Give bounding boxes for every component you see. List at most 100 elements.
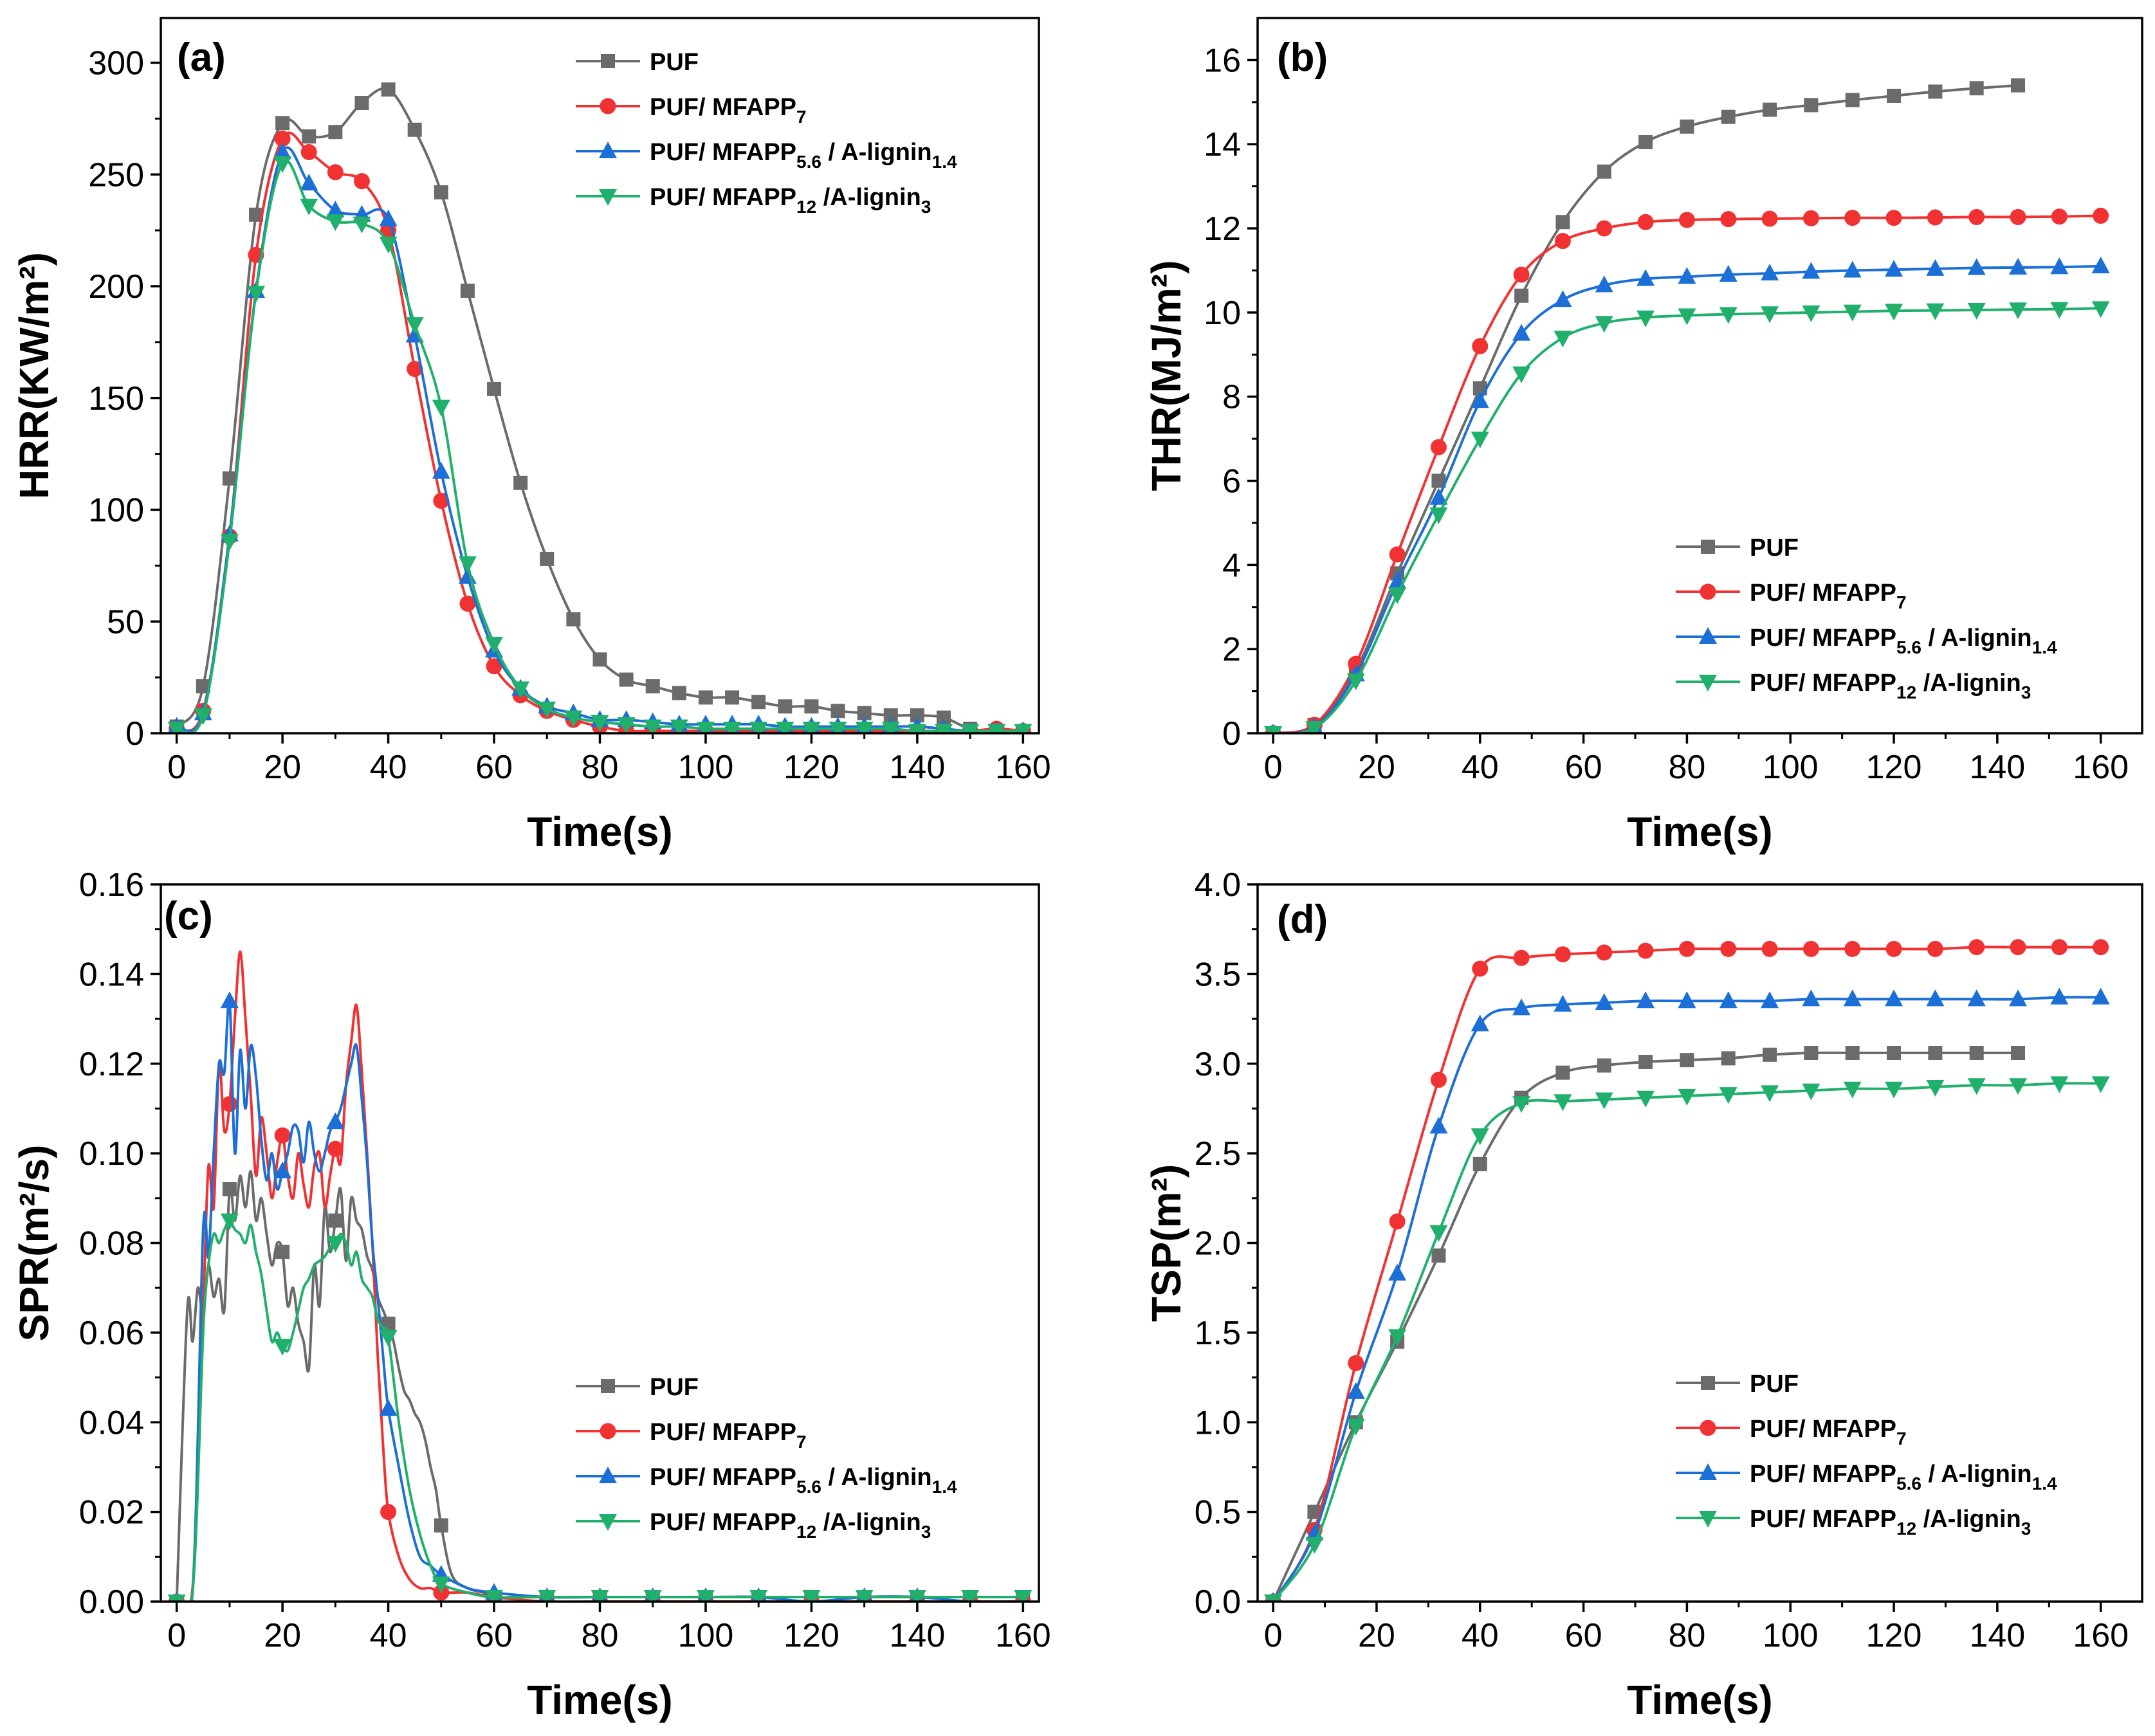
- legend-label-sub: 3: [921, 197, 931, 217]
- legend-label-mid: / A-lignin: [821, 139, 932, 166]
- series-line-lig14: [1272, 264, 2101, 733]
- y-tick-label: 250: [88, 156, 144, 194]
- legend-label: PUF: [1750, 1371, 1799, 1398]
- data-point: [1968, 939, 1985, 956]
- legend-label-sub: 5.6: [796, 152, 821, 172]
- legend-item-lig14: PUF/ MFAPP5.6 / A-lignin1.4: [1676, 1461, 2057, 1494]
- data-point: [1471, 391, 1489, 408]
- y-tick-label: 100: [88, 492, 144, 529]
- series-line-puf: [1272, 84, 2019, 733]
- data-point: [2009, 302, 2028, 320]
- x-tick-label: 0: [1264, 749, 1283, 786]
- data-point: [379, 209, 398, 226]
- data-point: [1843, 1081, 1862, 1099]
- data-point: [486, 658, 502, 675]
- data-point: [908, 1590, 926, 1602]
- data-point: [910, 708, 924, 723]
- data-point: [379, 236, 398, 253]
- data-point: [1595, 1092, 1613, 1110]
- plot-area: [167, 950, 1032, 1602]
- legend-item-puf: PUF: [1676, 535, 1799, 562]
- data-point: [591, 715, 609, 732]
- data-point: [1719, 991, 1738, 1009]
- legend-label-mid: / A-lignin: [1921, 625, 2032, 652]
- x-tick-label: 80: [1668, 1617, 1705, 1654]
- legend-label-mid: /A-lignin: [1916, 1506, 2021, 1533]
- x-tick-label: 160: [995, 1617, 1051, 1654]
- data-point: [1638, 134, 1653, 149]
- data-point: [1513, 266, 1530, 283]
- legend-label-main: PUF/ MFAPP: [1750, 1416, 1896, 1443]
- data-point: [487, 381, 502, 396]
- y-tick-label: 0: [1222, 715, 1241, 753]
- data-point: [407, 361, 423, 378]
- y-tick-label: 0.0: [1195, 1584, 1241, 1621]
- data-point: [1346, 1382, 1365, 1399]
- legend-label-main: PUF/ MFAPP: [650, 1464, 796, 1491]
- data-point: [749, 1590, 768, 1602]
- data-point: [696, 722, 715, 733]
- data-point: [1429, 507, 1448, 524]
- data-point: [1471, 1014, 1489, 1032]
- legend-label-main: PUF/ MFAPP: [650, 94, 796, 121]
- panel-d: 0 20 40 60 80 100 120 140 160 0.0 0.5 1.0 1.5 2.0 2.5 3…: [1143, 866, 2143, 1723]
- data-point: [326, 200, 345, 217]
- x-tick-label: 120: [1866, 749, 1922, 786]
- data-point: [936, 710, 951, 725]
- data-point: [1719, 1087, 1738, 1104]
- data-point: [434, 185, 448, 200]
- data-point: [1719, 307, 1738, 324]
- x-tick-label: 60: [475, 749, 513, 786]
- data-point: [961, 724, 980, 733]
- y-tick-label: 0.5: [1195, 1494, 1241, 1531]
- legend-item-mfapp7: PUF/ MFAPP7: [576, 94, 807, 127]
- x-axis: 0 20 40 60 80 100 120 140 160: [167, 1602, 1051, 1654]
- x-tick-label: 40: [370, 1617, 407, 1654]
- y-tick-label: 0.02: [79, 1494, 144, 1531]
- x-tick-label: 60: [1565, 749, 1602, 786]
- x-tick-label: 100: [1763, 1617, 1819, 1654]
- y-tick-label: 0.00: [79, 1584, 144, 1621]
- series-lig3: [1264, 1076, 2110, 1602]
- data-point: [1637, 1090, 1655, 1108]
- data-point: [1843, 260, 1862, 278]
- panel-label: (d): [1277, 897, 1328, 942]
- data-point: [1554, 946, 1571, 963]
- data-point: [513, 475, 528, 490]
- legend-label-sub: 12: [796, 1522, 816, 1542]
- y-tick-label: 0.06: [79, 1315, 144, 1352]
- data-point: [1761, 264, 1779, 281]
- data-point: [300, 198, 318, 215]
- panel-a: 0 20 40 60 80 100 120 140 160 0 50 100 150 200 250 300 T…: [11, 17, 1051, 855]
- data-point: [1885, 210, 1902, 226]
- legend-item-mfapp7: PUF/ MFAPP7: [1676, 580, 1907, 612]
- data-point: [1555, 1065, 1570, 1080]
- data-point: [1431, 473, 1446, 488]
- data-point: [1512, 324, 1531, 341]
- x-tick-label: 0: [1264, 1617, 1283, 1654]
- series-line-lig3: [175, 1219, 1023, 1602]
- data-point: [2009, 257, 2028, 275]
- data-point: [1761, 991, 1779, 1009]
- data-point: [220, 534, 239, 551]
- data-point: [1389, 546, 1406, 563]
- y-axis: 0.0 0.5 1.0 1.5 2.0 2.5 3.0 3.5 4.0: [1195, 866, 1258, 1621]
- data-point: [1471, 1128, 1489, 1146]
- data-point: [1596, 220, 1613, 237]
- x-tick-label: 0: [167, 1617, 186, 1654]
- data-point: [247, 286, 266, 303]
- legend: PUF PUF/ MFAPP7 PUF/ MFAPP5.6 / A-lignin1.…: [1676, 1371, 2057, 1539]
- series-puf: [169, 1169, 1031, 1602]
- legend-label: PUF/ MFAPP5.6 / A-lignin1.4: [1750, 625, 2057, 657]
- x-axis-label: Time(s): [1627, 809, 1772, 855]
- data-point: [1513, 949, 1530, 966]
- data-point: [855, 1590, 874, 1602]
- data-point: [300, 174, 318, 191]
- data-point: [725, 690, 740, 705]
- legend-item-mfapp7: PUF/ MFAPP7: [1676, 1416, 1907, 1448]
- data-point: [1388, 1329, 1407, 1346]
- data-point: [273, 1162, 292, 1178]
- data-point: [354, 96, 369, 111]
- legend-marker: [601, 54, 615, 68]
